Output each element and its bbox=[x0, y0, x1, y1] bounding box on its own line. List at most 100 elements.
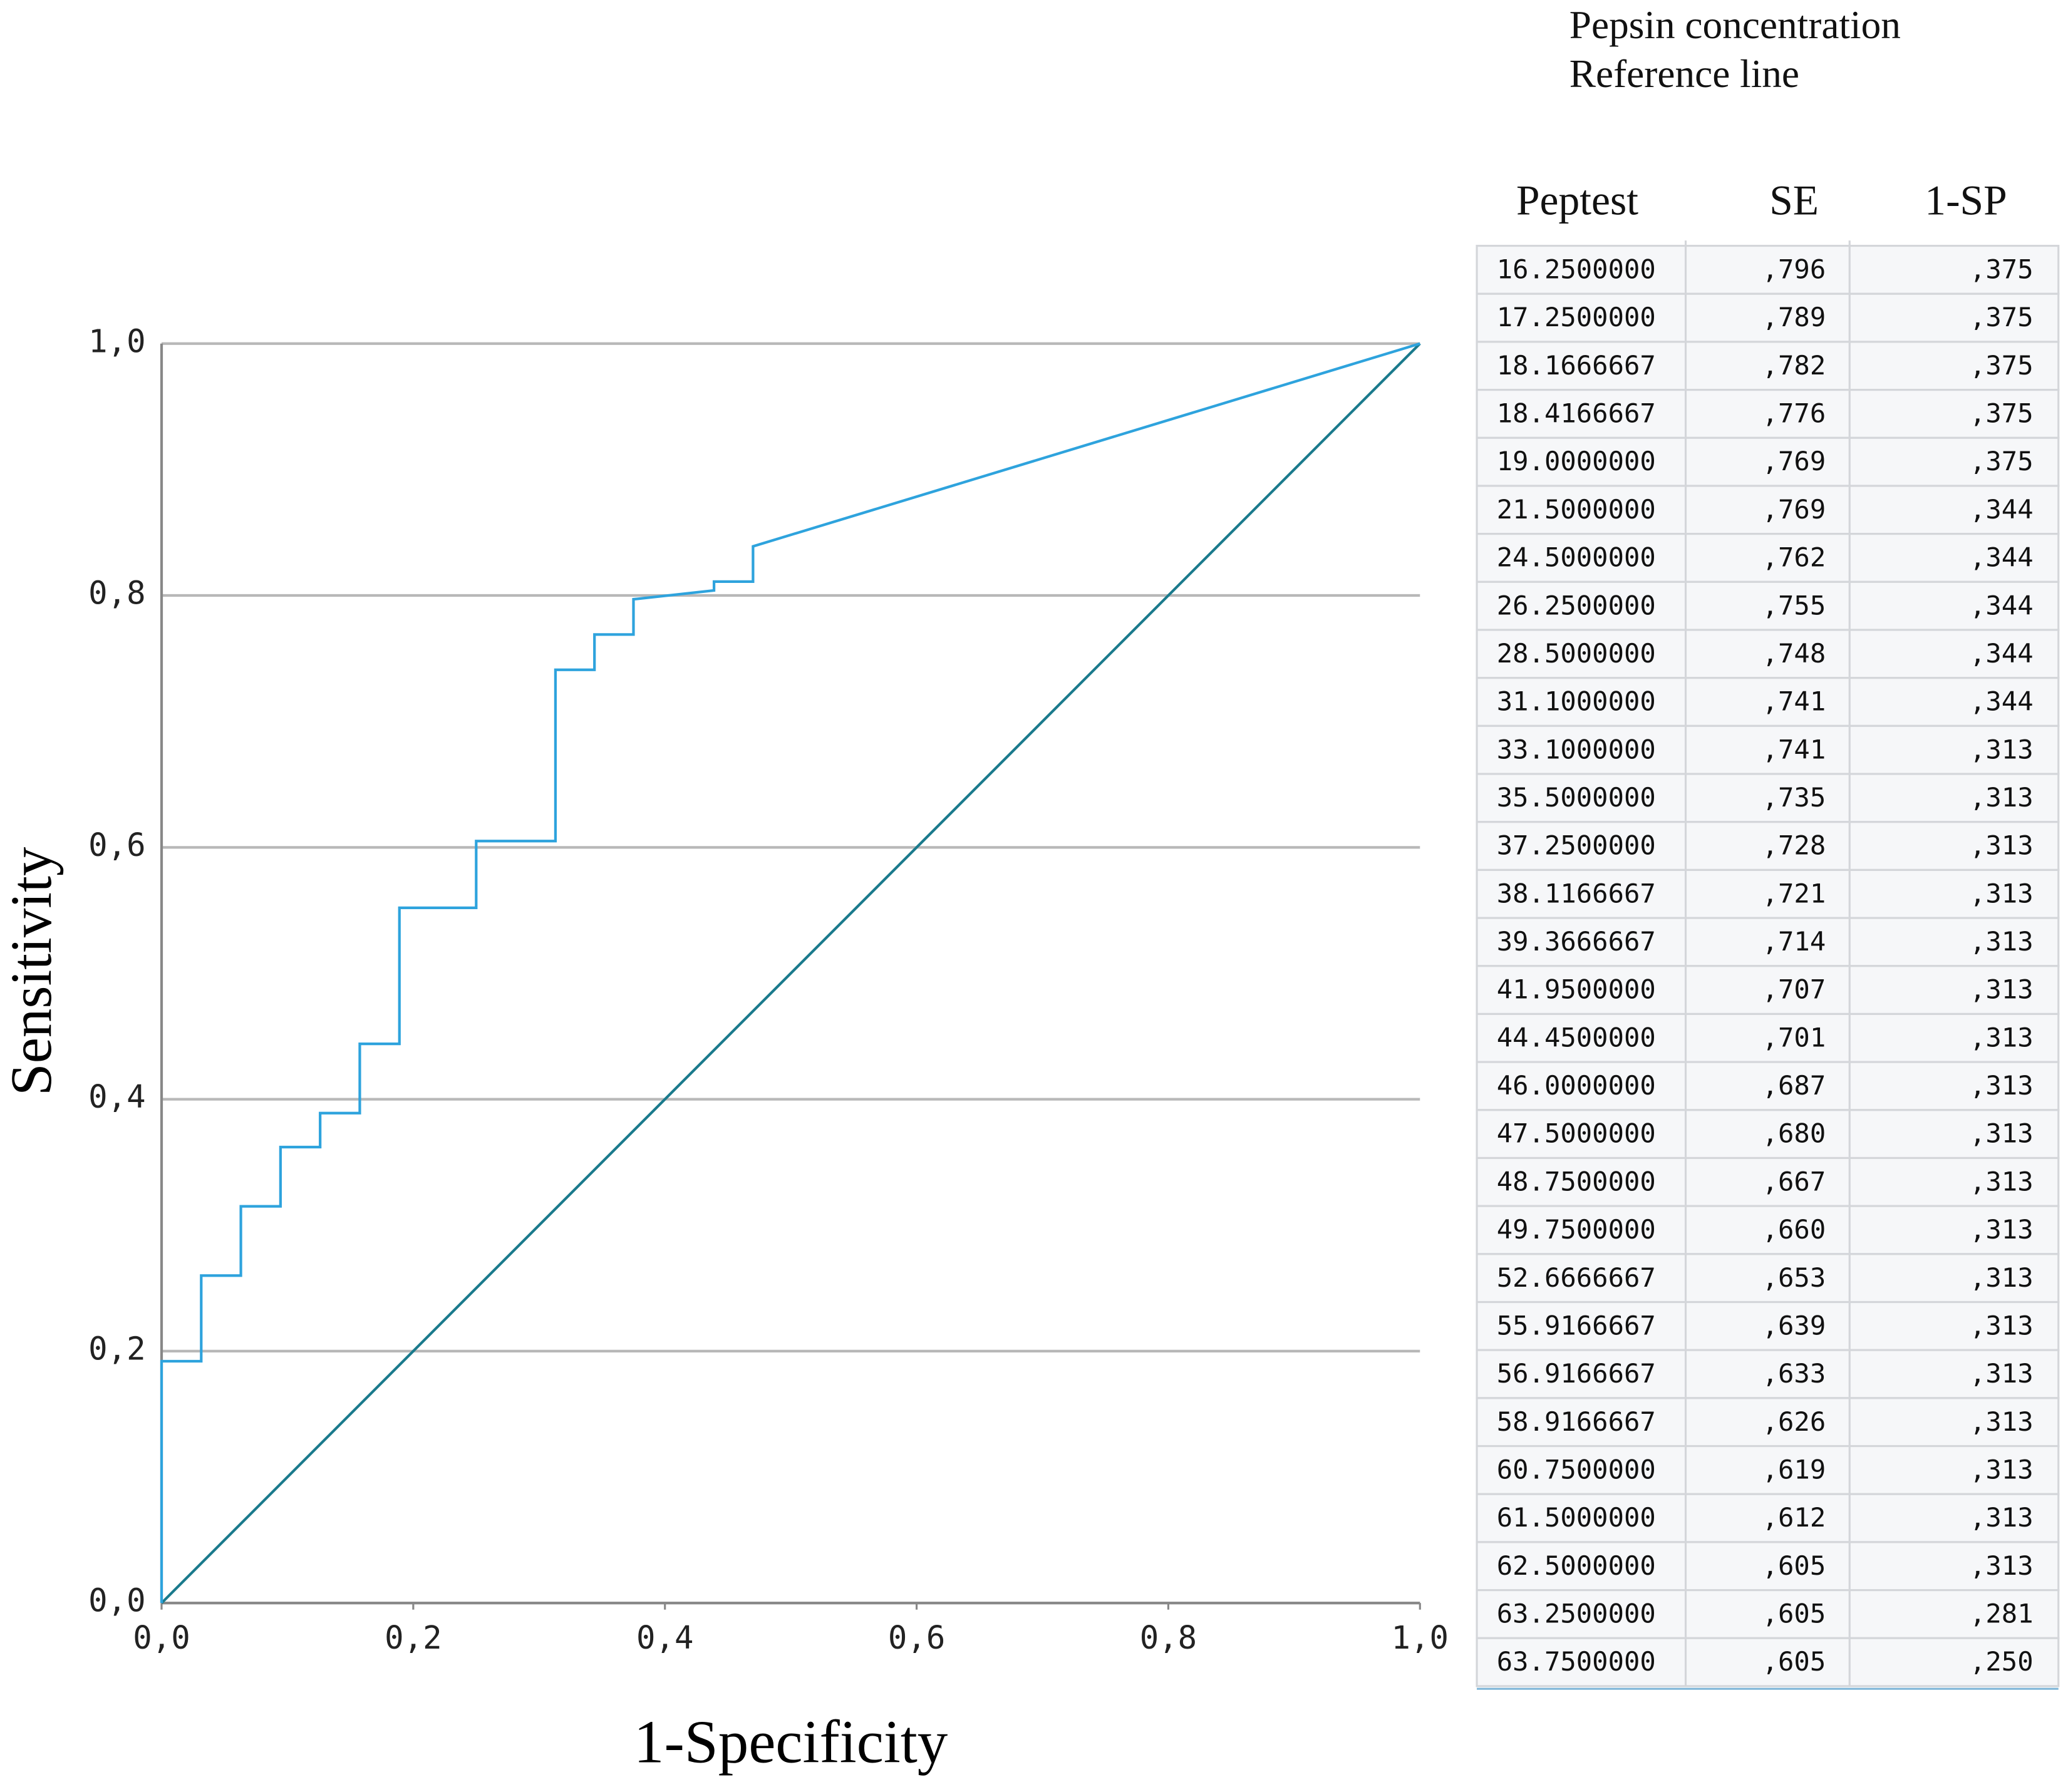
table-cell: 46.0000000 bbox=[1497, 1070, 1656, 1101]
y-tick-label: 0,8 bbox=[88, 575, 145, 612]
table-cell: ,375 bbox=[1970, 302, 2034, 332]
table-cell: 33.1000000 bbox=[1497, 734, 1656, 765]
table-header: SE bbox=[1769, 177, 1819, 224]
table-cell: ,313 bbox=[1970, 830, 2034, 861]
table-cell: 41.9500000 bbox=[1497, 974, 1656, 1005]
table-cell: ,605 bbox=[1762, 1646, 1826, 1677]
table-cell: 55.9166667 bbox=[1497, 1310, 1656, 1341]
table-cell: ,375 bbox=[1970, 446, 2034, 476]
table-cell: ,728 bbox=[1762, 830, 1826, 861]
table-cell: ,313 bbox=[1970, 734, 2034, 765]
table-cell: ,313 bbox=[1970, 1310, 2034, 1341]
table-cell: ,313 bbox=[1970, 1550, 2034, 1581]
table-cell: ,313 bbox=[1970, 1502, 2034, 1533]
table-cell: ,313 bbox=[1970, 1118, 2034, 1149]
table-cell: 38.1166667 bbox=[1497, 878, 1656, 909]
table-cell: ,281 bbox=[1970, 1599, 2034, 1629]
table-cell: 21.5000000 bbox=[1497, 494, 1656, 525]
table-cell: ,375 bbox=[1970, 398, 2034, 429]
table-row bbox=[1476, 580, 2060, 631]
table-row bbox=[1476, 917, 2060, 967]
table-row bbox=[1476, 868, 2060, 919]
table-cell: ,782 bbox=[1762, 350, 1826, 381]
table-cell: 31.1000000 bbox=[1497, 686, 1656, 717]
table-cell: ,605 bbox=[1762, 1550, 1826, 1581]
table-cell: ,605 bbox=[1762, 1599, 1826, 1629]
x-tick-label: 0,8 bbox=[1140, 1619, 1197, 1656]
y-tick-label: 0,6 bbox=[88, 826, 145, 863]
table-row bbox=[1476, 1253, 2060, 1304]
table-row bbox=[1476, 389, 2060, 439]
legend-entry: Reference line bbox=[1569, 52, 1799, 96]
table-header: Peptest bbox=[1516, 177, 1638, 224]
y-tick-label: 1,0 bbox=[88, 322, 145, 359]
table-cell: ,748 bbox=[1762, 638, 1826, 669]
table-cell: 35.5000000 bbox=[1497, 782, 1656, 813]
table-cell: ,313 bbox=[1970, 1022, 2034, 1053]
table-cell: ,701 bbox=[1762, 1022, 1826, 1053]
table-cell: ,741 bbox=[1762, 686, 1826, 717]
table-row bbox=[1476, 724, 2060, 775]
table-cell: 63.2500000 bbox=[1497, 1599, 1656, 1629]
table-cell: ,762 bbox=[1762, 542, 1826, 573]
table-row bbox=[1476, 292, 2060, 343]
table-cell: ,721 bbox=[1762, 878, 1826, 909]
table-cell: ,667 bbox=[1762, 1166, 1826, 1197]
table-cell: 52.6666667 bbox=[1497, 1262, 1656, 1293]
table-cell: 56.9166667 bbox=[1497, 1358, 1656, 1389]
table-cell: ,776 bbox=[1762, 398, 1826, 429]
table-row bbox=[1476, 677, 2060, 727]
table-cell: 44.4500000 bbox=[1497, 1022, 1656, 1053]
table-cell: ,769 bbox=[1762, 446, 1826, 476]
table-cell: 37.2500000 bbox=[1497, 830, 1656, 861]
table-cell: ,375 bbox=[1970, 254, 2034, 285]
table-cell: ,639 bbox=[1762, 1310, 1826, 1341]
table-cell: ,789 bbox=[1762, 302, 1826, 332]
y-tick-label: 0,0 bbox=[88, 1582, 145, 1619]
table-cell: 24.5000000 bbox=[1497, 542, 1656, 573]
table-row bbox=[1476, 773, 2060, 823]
table-row bbox=[1476, 1493, 2060, 1543]
table-cell: ,313 bbox=[1970, 1358, 2034, 1389]
table-cell: 39.3666667 bbox=[1497, 926, 1656, 957]
table-cell: ,653 bbox=[1762, 1262, 1826, 1293]
table-cell: 60.7500000 bbox=[1497, 1454, 1656, 1485]
table-cell: ,707 bbox=[1762, 974, 1826, 1005]
table-cell: ,680 bbox=[1762, 1118, 1826, 1149]
table-cell: 61.5000000 bbox=[1497, 1502, 1656, 1533]
y-tick-label: 0,4 bbox=[88, 1078, 145, 1115]
series-line bbox=[160, 342, 1421, 1604]
table-cell: 47.5000000 bbox=[1497, 1118, 1656, 1149]
table-row bbox=[1476, 1061, 2060, 1111]
table-cell: 58.9166667 bbox=[1497, 1406, 1656, 1437]
table-cell: ,626 bbox=[1762, 1406, 1826, 1437]
table-cell: ,660 bbox=[1762, 1214, 1826, 1245]
table-row bbox=[1476, 629, 2060, 679]
table-cell: ,344 bbox=[1970, 494, 2034, 525]
table-row bbox=[1476, 1637, 2060, 1687]
table-cell: 48.7500000 bbox=[1497, 1166, 1656, 1197]
table-cell: ,313 bbox=[1970, 926, 2034, 957]
table-row bbox=[1476, 1012, 2060, 1063]
y-tick-label: 0,2 bbox=[88, 1330, 145, 1367]
x-tick-label: 0,0 bbox=[133, 1619, 190, 1656]
table-cell: ,313 bbox=[1970, 1070, 2034, 1101]
x-tick-label: 0,2 bbox=[385, 1619, 442, 1656]
x-tick-label: 0,6 bbox=[888, 1619, 945, 1656]
table-row bbox=[1476, 244, 2060, 295]
table-cell: ,313 bbox=[1970, 1166, 2034, 1197]
table-cell: 26.2500000 bbox=[1497, 590, 1656, 621]
table-cell: ,735 bbox=[1762, 782, 1826, 813]
table-cell: ,250 bbox=[1970, 1646, 2034, 1677]
table-cell: ,612 bbox=[1762, 1502, 1826, 1533]
table-cell: ,313 bbox=[1970, 1262, 2034, 1293]
legend-entry: Pepsin concentration bbox=[1569, 3, 1901, 47]
table-row bbox=[1476, 341, 2060, 391]
table-cell: ,313 bbox=[1970, 782, 2034, 813]
table-cell: ,769 bbox=[1762, 494, 1826, 525]
table-cell: ,313 bbox=[1970, 974, 2034, 1005]
x-tick-label: 1,0 bbox=[1392, 1619, 1449, 1656]
table-row bbox=[1476, 1300, 2060, 1351]
